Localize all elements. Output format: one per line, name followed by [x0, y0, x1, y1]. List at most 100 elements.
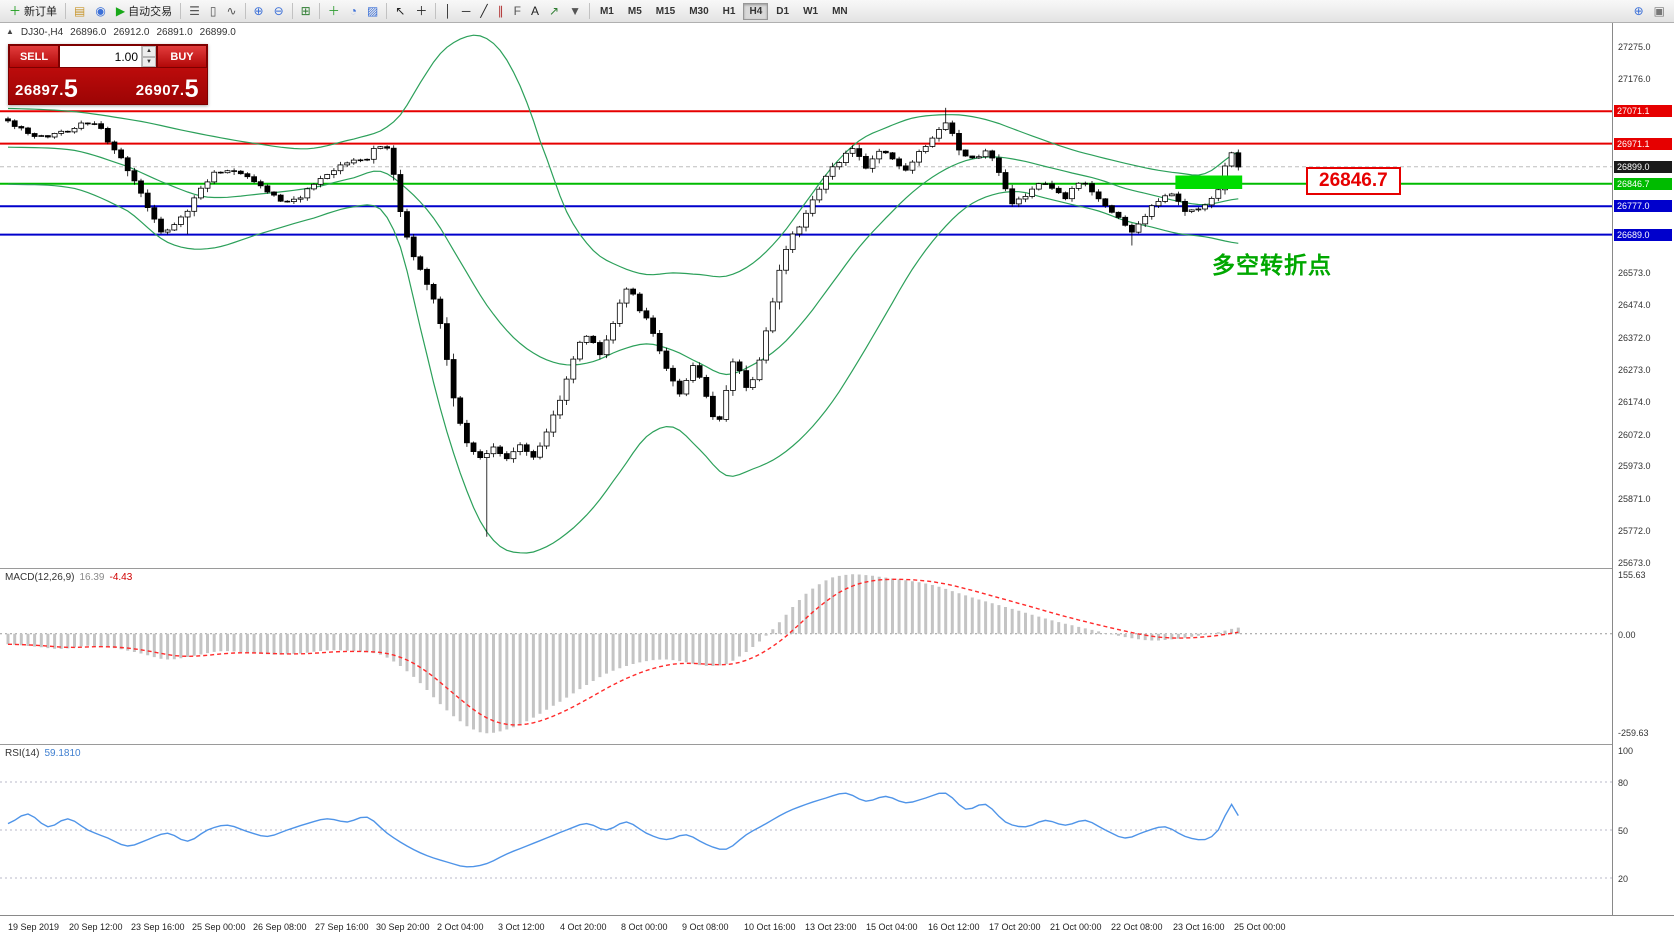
buy-button[interactable]: BUY [157, 45, 207, 68]
price-axis-label: 26372.0 [1618, 333, 1651, 343]
price-axis-label: 25673.0 [1618, 558, 1651, 568]
periods-clock-icon[interactable]: ◔ [345, 2, 362, 21]
timeframe-h4-button[interactable]: H4 [743, 2, 769, 20]
fibonacci-icon[interactable]: F [509, 2, 526, 21]
time-axis-label: 15 Oct 04:00 [866, 922, 918, 932]
cursor-icon[interactable]: ↖ [390, 2, 410, 21]
bar-chart-icon: ☰ [189, 4, 200, 18]
price-level-badge: 26971.1 [1614, 138, 1672, 150]
horizontal-line-icon: ─ [461, 4, 471, 18]
timeframe-w1-button[interactable]: W1 [803, 5, 819, 17]
new-order-button[interactable]: ＋ 新订单 [9, 4, 58, 18]
macd-axis-label: 0.00 [1618, 630, 1636, 640]
text-icon: A [530, 4, 539, 18]
zoom-in-icon: ⊕ [253, 4, 264, 18]
profiles-icon[interactable]: ▤ [69, 2, 90, 21]
collapse-trade-panel-icon[interactable]: ▲ [6, 27, 14, 36]
channel-icon: ∥ [497, 4, 504, 18]
zoom-in-icon[interactable]: ⊕ [249, 2, 269, 21]
vertical-line-icon[interactable]: │ [439, 2, 457, 21]
template-icon[interactable]: ▨ [362, 2, 383, 21]
price-axis[interactable]: 27275.0 27176.0 26573.0 26474.0 26372.0 26273… [1612, 23, 1674, 915]
price-level-badge: 26846.7 [1614, 178, 1672, 190]
shapes-icon[interactable]: ▼ [564, 2, 586, 21]
volume-input[interactable] [60, 46, 141, 67]
rsi-label: RSI(14) 59.1810 [5, 748, 81, 759]
timeframe-m30-button[interactable]: M30 [689, 5, 709, 17]
market-watch-icon[interactable]: ◉ [90, 2, 110, 21]
price-axis-label: 25973.0 [1618, 461, 1651, 471]
tile-windows-icon[interactable]: ⊞ [296, 2, 316, 21]
main-toolbar: ＋ 新订单 ▤ ◉ ▶ 自动交易 ☰ ▯ ∿ ⊕ ⊖ ⊞ ＋ ◔ ▨ ↖ ＋ │ ─ ╱ ∥ F A ↗ ▼ M1 M5 M15… [0, 0, 1674, 23]
window-icon: ▣ [1653, 4, 1665, 18]
volume-down-button[interactable]: ▼ [142, 56, 156, 67]
rsi-axis-label: 80 [1618, 778, 1629, 788]
macd-axis-label: 155.63 [1618, 570, 1646, 580]
magnifier-icon[interactable]: ⊕ [1629, 2, 1649, 21]
zoom-out-icon[interactable]: ⊖ [269, 2, 289, 21]
trendline-icon: ╱ [480, 4, 488, 18]
autotrading-button[interactable]: ▶ 自动交易 [115, 4, 173, 18]
time-axis-label: 23 Oct 16:00 [1173, 922, 1225, 932]
crosshair-icon[interactable]: ＋ [410, 2, 432, 21]
highlight-zone[interactable] [1175, 175, 1243, 190]
text-icon[interactable]: A [526, 2, 544, 21]
zoom-out-icon: ⊖ [273, 4, 284, 18]
price-axis-label: 26072.0 [1618, 430, 1651, 440]
candlestick-chart-icon[interactable]: ▯ [205, 2, 222, 21]
sell-price: 26897. 5 [15, 75, 79, 103]
price-axis-label: 25871.0 [1618, 494, 1651, 504]
candles[interactable] [5, 107, 1242, 537]
volume-stepper: ▲ ▼ [59, 45, 157, 68]
arrow-tool-icon[interactable]: ↗ [544, 2, 564, 21]
timeframe-mn-button[interactable]: MN [832, 5, 848, 17]
candlestick-chart-icon: ▯ [209, 4, 217, 18]
time-axis-label: 19 Sep 2019 [8, 922, 60, 932]
timeframe-m15-button[interactable]: M15 [655, 5, 676, 17]
time-axis[interactable]: 19 Sep 2019 20 Sep 12:00 23 Sep 16:00 25 Se… [0, 915, 1674, 939]
shapes-icon: ▼ [569, 4, 581, 18]
time-axis-label: 3 Oct 12:00 [498, 922, 545, 932]
time-axis-label: 27 Sep 16:00 [315, 922, 369, 932]
time-axis-label: 20 Sep 12:00 [69, 922, 123, 932]
horizontal-line-icon[interactable]: ─ [457, 2, 476, 21]
price-chart[interactable] [0, 23, 1612, 568]
channel-icon[interactable]: ∥ [493, 2, 509, 21]
macd-axis-label: -259.63 [1618, 728, 1649, 738]
bollinger-band [7, 34, 1239, 278]
macd-histogram [6, 574, 1240, 734]
time-axis-label: 22 Oct 08:00 [1111, 922, 1163, 932]
macd-panel[interactable] [0, 569, 1612, 744]
timeframe-m1-button[interactable]: M1 [599, 5, 614, 17]
bar-chart-icon[interactable]: ☰ [184, 2, 205, 21]
timeframe-h1-button[interactable]: H1 [722, 5, 736, 17]
panel-separator[interactable] [0, 568, 1612, 569]
time-axis-label: 16 Oct 12:00 [928, 922, 980, 932]
cursor-icon: ↖ [395, 4, 406, 18]
timeframe-m5-button[interactable]: M5 [627, 5, 642, 17]
vertical-line-icon: │ [444, 4, 452, 18]
symbol-timeframe-label: DJ30-,H4 [20, 27, 64, 38]
price-axis-label: 26174.0 [1618, 397, 1651, 407]
sell-button[interactable]: SELL [9, 45, 59, 68]
trendline-icon[interactable]: ╱ [475, 2, 492, 21]
profiles-icon: ▤ [74, 4, 86, 18]
price-callout[interactable]: 26846.7 [1306, 167, 1401, 195]
periods-clock-icon: ◔ [349, 4, 357, 18]
indicators-add-icon[interactable]: ＋ [323, 2, 345, 21]
price-axis-label: 26573.0 [1618, 268, 1651, 278]
line-chart-icon[interactable]: ∿ [221, 2, 241, 21]
magnifier-icon: ⊕ [1633, 4, 1644, 18]
window-icon[interactable]: ▣ [1649, 2, 1670, 21]
volume-up-button[interactable]: ▲ [142, 46, 156, 57]
timeframe-d1-button[interactable]: D1 [776, 5, 790, 17]
rsi-line [7, 792, 1239, 868]
panel-separator[interactable] [0, 744, 1612, 745]
time-axis-label: 25 Oct 00:00 [1234, 922, 1286, 932]
price-axis-label: 27176.0 [1618, 74, 1651, 84]
rsi-panel[interactable] [0, 745, 1612, 915]
time-axis-label: 8 Oct 00:00 [621, 922, 668, 932]
one-click-trade-panel: SELL ▲ ▼ BUY 26897.5 26907.5 [8, 44, 208, 105]
arrow-tool-icon: ↗ [549, 4, 560, 18]
market-watch-icon: ◉ [95, 4, 106, 18]
